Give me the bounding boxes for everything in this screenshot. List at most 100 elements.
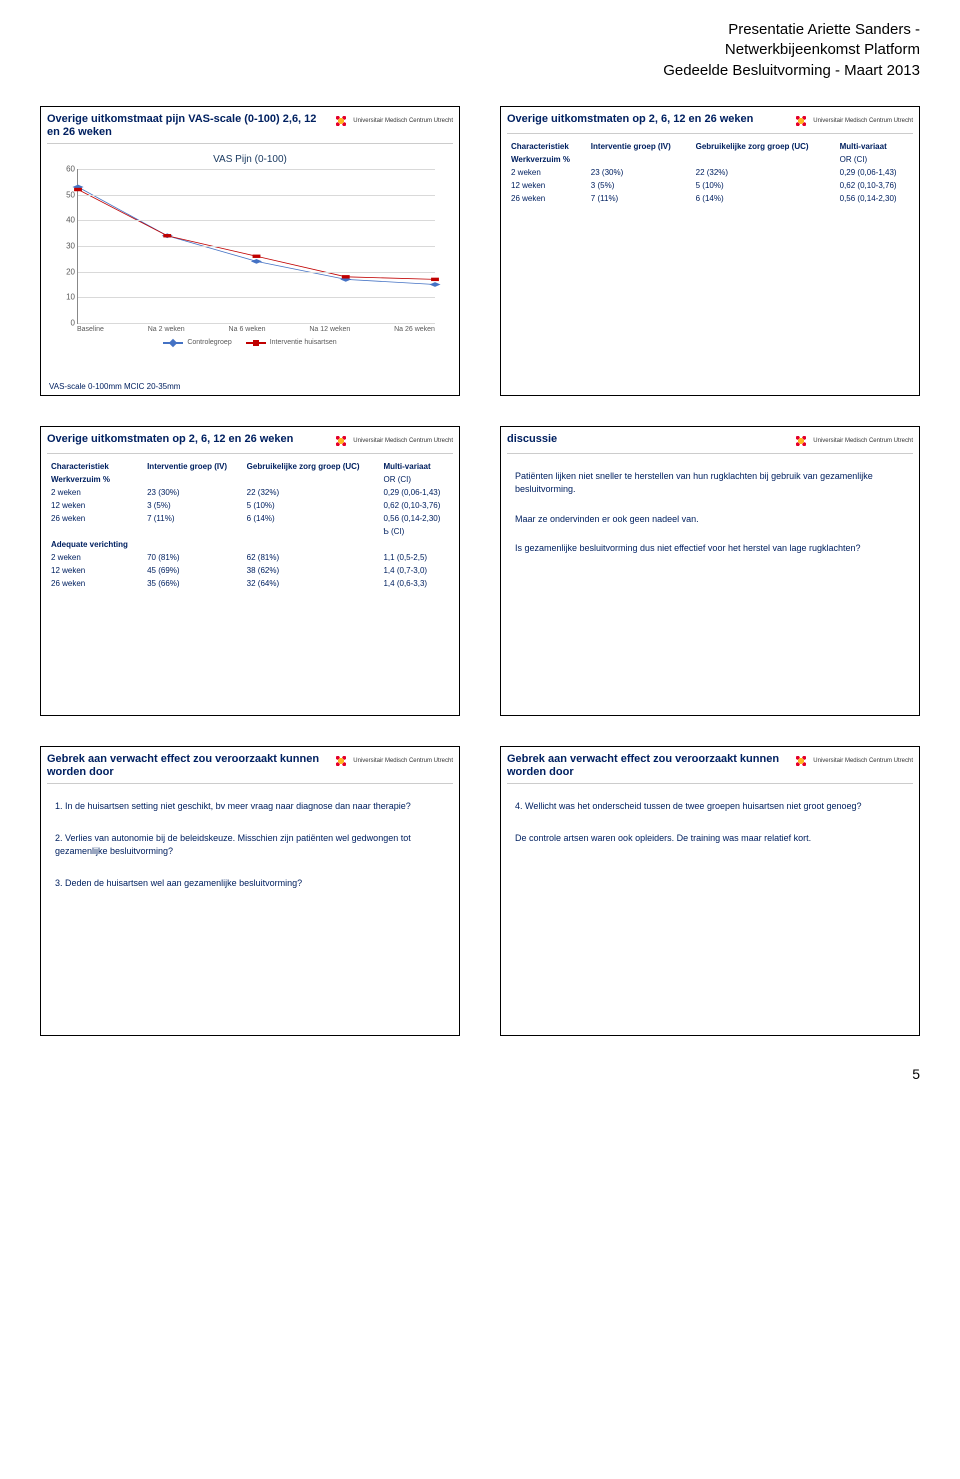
table-cell: 2 weken (47, 486, 143, 499)
table-cell: 45 (69%) (143, 564, 243, 577)
table-cell: 32 (64%) (243, 577, 380, 590)
table-cell: 3 (5%) (143, 499, 243, 512)
umc-logo-icon (333, 113, 349, 129)
slide-chart: Overige uitkomstmaat pijn VAS-scale (0-1… (40, 106, 460, 396)
x-tick-label: Na 26 weken (394, 326, 435, 333)
legend-label: Controlegroep (187, 339, 231, 346)
y-tick-label: 20 (66, 267, 78, 276)
table-row: 26 weken7 (11%)6 (14%)0,56 (0,14-2,30) (507, 192, 913, 205)
table-cell: 0,62 (0,10-3,76) (379, 499, 453, 512)
slide-logo: Universitair Medisch Centrum Utrecht (793, 753, 913, 769)
table-cell: 12 weken (47, 499, 143, 512)
slide-title: Overige uitkomstmaat pijn VAS-scale (0-1… (47, 113, 331, 139)
x-tick-label: Na 6 weken (229, 326, 266, 333)
table-cell: 23 (30%) (143, 486, 243, 499)
table-cell: 0,29 (0,06-1,43) (836, 166, 913, 179)
cause-q1: 1. In de huisartsen setting niet geschik… (55, 800, 445, 814)
slide-logo: Universitair Medisch Centrum Utrecht (793, 433, 913, 449)
x-tick-label: Baseline (77, 326, 104, 333)
table-cell: 5 (10%) (243, 499, 380, 512)
table-cell: 62 (81%) (243, 551, 380, 564)
table-cell: 38 (62%) (243, 564, 380, 577)
slide-causes-right: Gebrek aan verwacht effect zou veroorzaa… (500, 746, 920, 1036)
table-cell: 0,62 (0,10-3,76) (836, 179, 913, 192)
table-section: Adequate verichting (47, 538, 143, 551)
umc-logo-icon (793, 753, 809, 769)
table-cell: 1,1 (0,5-2,5) (379, 551, 453, 564)
umc-logo-icon (333, 753, 349, 769)
slide-logo: Universitair Medisch Centrum Utrecht (333, 433, 453, 449)
umc-logo-icon (793, 113, 809, 129)
slide-footnote: VAS-scale 0-100mm MCIC 20-35mm (49, 382, 180, 391)
table-cell: 0,56 (0,14-2,30) (379, 512, 453, 525)
x-tick-label: Na 12 weken (309, 326, 350, 333)
table-cell: 26 weken (507, 192, 587, 205)
table-cell: 1,4 (0,6-3,3) (379, 577, 453, 590)
y-tick-label: 50 (66, 190, 78, 199)
table-section: Werkverzuim % (47, 473, 143, 486)
data-table: CharacteristiekInterventie groep (IV)Geb… (47, 460, 453, 590)
legend-swatch-icon (246, 342, 266, 344)
y-tick-label: 10 (66, 293, 78, 302)
table-cell: 7 (11%) (587, 192, 692, 205)
table-cell: 2 weken (47, 551, 143, 564)
y-tick-label: 0 (71, 319, 78, 328)
discussie-p2: Maar ze ondervinden er ook geen nadeel v… (515, 513, 905, 527)
table-bci: Ƅ (CI) (379, 525, 453, 538)
legend-item: Controlegroep (163, 339, 231, 346)
slide-logo: Universitair Medisch Centrum Utrecht (333, 753, 453, 769)
table-row: 2 weken23 (30%)22 (32%)0,29 (0,06-1,43) (507, 166, 913, 179)
table-header: Characteristiek (507, 140, 587, 153)
legend-swatch-icon (163, 342, 183, 344)
umc-logo-icon (333, 433, 349, 449)
table-header: Interventie groep (IV) (143, 460, 243, 473)
chart-area: 0102030405060 (77, 169, 435, 324)
table-header: Gebruikelijke zorg groep (UC) (692, 140, 836, 153)
slide-table-short: Overige uitkomstmaten op 2, 6, 12 en 26 … (500, 106, 920, 396)
slide-title: discussie (507, 433, 557, 446)
cause-q2: 2. Verlies van autonomie bij de beleidsk… (55, 832, 445, 859)
chart-legend: ControlegroepInterventie huisartsen (55, 339, 445, 346)
slide-table-long: Overige uitkomstmaten op 2, 6, 12 en 26 … (40, 426, 460, 716)
chart: VAS Pijn (0-100) 0102030405060 Baseline N… (47, 150, 453, 350)
logo-text: Universitair Medisch Centrum Utrecht (813, 118, 913, 124)
table-row: 12 weken3 (5%)5 (10%)0,62 (0,10-3,76) (47, 499, 453, 512)
slide-title: Overige uitkomstmaten op 2, 6, 12 en 26 … (47, 433, 293, 446)
slide-title: Gebrek aan verwacht effect zou veroorzaa… (507, 753, 791, 779)
table-cell: 26 weken (47, 577, 143, 590)
table-or: OR (CI) (379, 473, 453, 486)
header-line2: Netwerkbijeenkomst Platform (40, 40, 920, 60)
table-cell: 0,29 (0,06-1,43) (379, 486, 453, 499)
logo-text: Universitair Medisch Centrum Utrecht (353, 118, 453, 124)
table-row: 2 weken23 (30%)22 (32%)0,29 (0,06-1,43) (47, 486, 453, 499)
table-or: OR (CI) (836, 153, 913, 166)
cause-note: De controle artsen waren ook opleiders. … (515, 832, 905, 846)
table-cell: 1,4 (0,7-3,0) (379, 564, 453, 577)
table-cell: 22 (32%) (243, 486, 380, 499)
table-header: Multi-variaat (836, 140, 913, 153)
table-cell: 26 weken (47, 512, 143, 525)
discussie-p1: Patiënten lijken niet sneller te herstel… (515, 470, 905, 497)
table-cell: 12 weken (47, 564, 143, 577)
slide-logo: Universitair Medisch Centrum Utrecht (793, 113, 913, 129)
cause-q4: 4. Wellicht was het onderscheid tussen d… (515, 800, 905, 814)
table-header: Interventie groep (IV) (587, 140, 692, 153)
table-header: Multi-variaat (379, 460, 453, 473)
table-row: 26 weken35 (66%)32 (64%)1,4 (0,6-3,3) (47, 577, 453, 590)
table-cell: 2 weken (507, 166, 587, 179)
table-cell: 70 (81%) (143, 551, 243, 564)
slide-title: Gebrek aan verwacht effect zou veroorzaa… (47, 753, 331, 779)
page-number: 5 (40, 1066, 920, 1082)
header-line3: Gedeelde Besluitvorming - Maart 2013 (40, 61, 920, 81)
table-cell: 23 (30%) (587, 166, 692, 179)
slide-discussie: discussie Universitair Medisch Centrum U… (500, 426, 920, 716)
y-tick-label: 60 (66, 165, 78, 174)
table-header: Gebruikelijke zorg groep (UC) (243, 460, 380, 473)
table-cell: 3 (5%) (587, 179, 692, 192)
logo-text: Universitair Medisch Centrum Utrecht (813, 758, 913, 764)
table-cell: 7 (11%) (143, 512, 243, 525)
slide-logo: Universitair Medisch Centrum Utrecht (333, 113, 453, 129)
x-tick-label: Na 2 weken (148, 326, 185, 333)
chart-title: VAS Pijn (0-100) (55, 154, 445, 165)
table-cell: 0,56 (0,14-2,30) (836, 192, 913, 205)
